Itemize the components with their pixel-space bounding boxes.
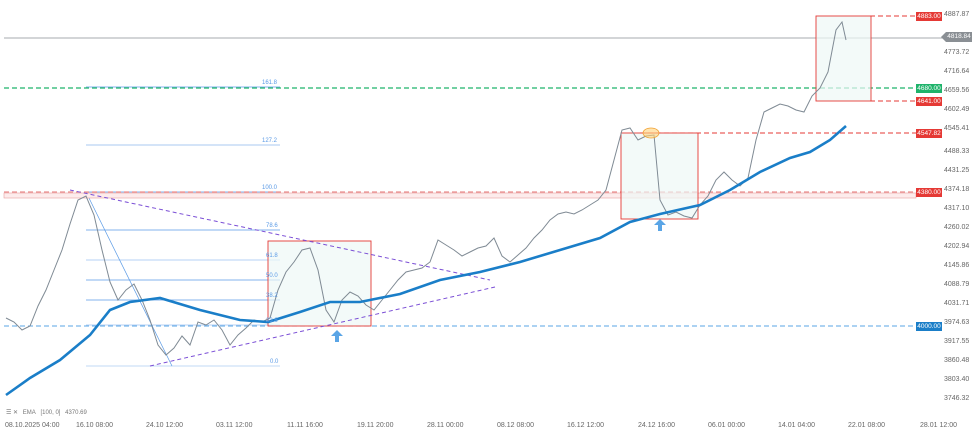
fib-label-161-8: 161.8 [262,80,278,86]
level-label-4547: 4547.82 [916,129,942,138]
y-tick: 3974.63 [944,319,970,326]
level-label-4883: 4883.00 [916,12,942,21]
y-tick: 4374.18 [944,186,970,193]
up-arrow-icon [331,330,343,342]
y-tick: 3803.40 [944,376,970,383]
consolidation-box-2[interactable] [620,132,699,220]
y-tick: 4031.71 [944,300,970,307]
y-tick: 4659.56 [944,87,970,94]
level-label-4380: 4380.00 [916,188,942,197]
fib-label-61-8: 61.8 [266,253,278,259]
fib-label-100: 100.0 [262,185,278,191]
peak-marker[interactable] [642,127,660,139]
fibonacci-retracement[interactable] [85,86,280,367]
x-tick: 03.11 12:00 [216,422,253,429]
y-tick: 4088.79 [944,281,970,288]
fib-label-38-2: 38.2 [266,293,278,299]
y-tick: 3917.55 [944,338,970,345]
fib-label-23-6: 23.6 [266,318,278,324]
x-tick: 24.12 16:00 [638,422,675,429]
x-tick: 16.10 08:00 [76,422,113,429]
y-tick: 4545.41 [944,125,970,132]
level-label-4000: 4000.00 [916,322,942,331]
consolidation-box-1[interactable] [267,240,372,327]
x-tick: 16.12 12:00 [567,422,604,429]
triangle-pattern[interactable] [69,189,496,367]
x-tick: 11.11 16:00 [287,422,323,429]
candlesticks [5,20,847,356]
current-price-label: 4818.84 [941,32,972,42]
fib-label-78-6: 78.6 [266,223,278,229]
y-tick: 4202.94 [944,243,970,250]
y-tick: 4887.87 [944,11,970,18]
fib-label-0: 0.0 [270,359,279,365]
x-tick: 28.01 12:00 [920,422,957,429]
x-tick: 08.12 08:00 [497,422,534,429]
fib-label-127-2: 127.2 [262,138,278,144]
y-tick: 4317.10 [944,205,970,212]
legend-name: EMA [22,410,36,416]
legend-icons[interactable]: ☰ ✕ [6,410,19,416]
y-tick: 3860.48 [944,357,970,364]
fib-label-50: 50.0 [266,273,278,279]
y-tick: 4602.49 [944,106,970,113]
zone-4380[interactable] [3,192,917,199]
y-tick: 4773.72 [944,49,970,56]
x-tick: 14.01 04:00 [778,422,815,429]
y-tick: 3746.32 [944,395,970,402]
x-tick: 06.01 00:00 [708,422,745,429]
level-label-4680: 4680.00 [916,84,942,93]
y-tick: 4260.02 [944,224,970,231]
y-tick: 4488.33 [944,148,970,155]
x-tick: 28.11 00:00 [427,422,464,429]
x-tick: 19.11 20:00 [357,422,394,429]
y-tick: 4431.25 [944,167,970,174]
x-tick: 22.01 08:00 [848,422,885,429]
legend-params: [100, 0] [40,410,61,416]
y-tick: 4716.64 [944,68,970,75]
indicator-legend[interactable]: ☰ ✕ EMA [100, 0] 4370.69 [6,409,90,416]
x-tick: 24.10 12:00 [146,422,183,429]
y-tick: 4145.86 [944,262,970,269]
x-tick: 08.10.2025 04:00 [5,422,60,429]
level-label-4641: 4641.00 [916,97,942,106]
up-arrow-icon [654,219,666,231]
legend-value: 4370.69 [65,410,87,416]
ema-line[interactable] [5,125,847,397]
